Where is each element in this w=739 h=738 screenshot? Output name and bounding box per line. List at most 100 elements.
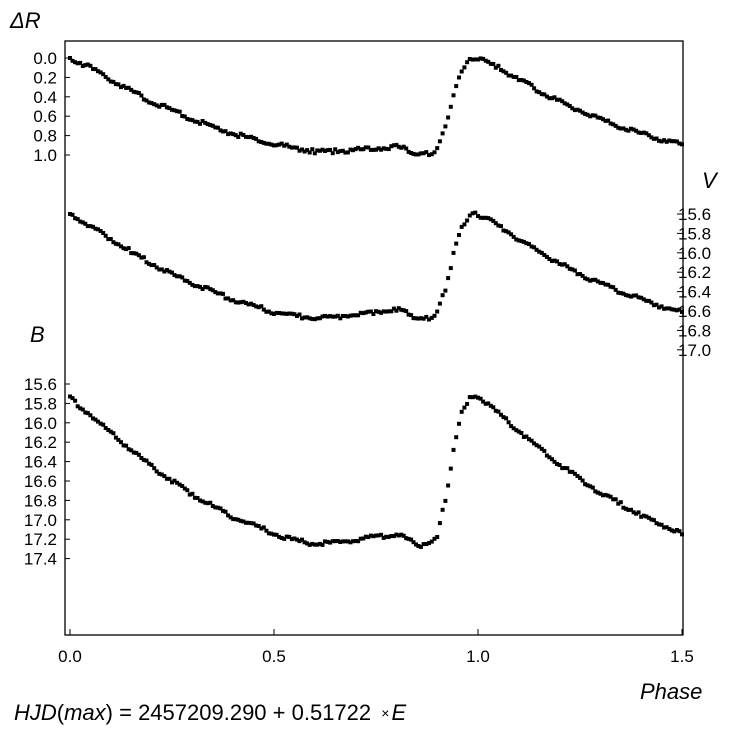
b-data-point (598, 491, 603, 496)
b-data-point (588, 484, 593, 489)
v-data-point (451, 250, 456, 255)
v-data-point (651, 303, 656, 308)
v-data-point (226, 296, 231, 301)
caption-values: = 2457209.290 + 0.51722 (113, 700, 378, 725)
b-data-point (529, 438, 534, 443)
b-data-point (493, 408, 498, 413)
b-data-point (570, 469, 575, 474)
v-data-point (672, 307, 677, 312)
b-data-point (641, 513, 646, 518)
delta-r-data-point (231, 132, 236, 137)
b-data-point (514, 428, 519, 433)
delta-r-data-point (448, 104, 453, 109)
v-data-point (639, 295, 644, 300)
v-data-point (657, 305, 661, 310)
v-data-point (261, 307, 266, 312)
delta-r-data-point (289, 145, 294, 150)
v-data-point (527, 242, 531, 246)
delta-r-data-point (376, 146, 381, 151)
delta-r-data-point (432, 150, 437, 155)
v-data-point (406, 312, 411, 317)
v-data-point (330, 314, 335, 319)
delta-r-data-point (180, 114, 185, 118)
delta-r-data-point (429, 152, 434, 157)
delta-r-data-point (476, 57, 480, 62)
v-data-point (126, 246, 131, 251)
delta-r-data-point (537, 90, 542, 95)
delta-r-data-point (91, 67, 95, 71)
delta-r-data-point (244, 134, 248, 139)
b-data-point (162, 474, 167, 479)
v-data-point (80, 220, 85, 225)
v-data-point (414, 316, 418, 321)
b-data-point (580, 478, 585, 483)
v-data-point (588, 278, 593, 283)
delta-r-tick-label: 0.2 (33, 68, 57, 87)
delta-r-data-point (136, 91, 141, 95)
v-data-point (649, 300, 654, 305)
delta-r-data-point (644, 131, 649, 136)
b-data-point (467, 395, 472, 400)
b-data-point (603, 492, 608, 497)
v-data-point (221, 291, 225, 296)
v-data-point (111, 240, 116, 245)
v-data-point (307, 316, 312, 321)
v-data-point (325, 314, 330, 319)
delta-r-data-point (606, 118, 611, 123)
delta-r-data-point (527, 81, 531, 86)
b-data-point (164, 476, 169, 481)
v-data-point (667, 306, 672, 311)
delta-r-data-point (478, 56, 483, 61)
delta-r-data-point (108, 79, 113, 84)
v-data-point (465, 218, 470, 223)
b-data-point (399, 532, 404, 537)
b-data-point (509, 424, 514, 429)
v-data-point (215, 291, 220, 296)
delta-r-data-point (241, 133, 246, 137)
delta-r-data-point (198, 121, 202, 126)
v-data-point (231, 298, 236, 303)
v-data-point (164, 268, 169, 272)
delta-r-data-point (504, 70, 509, 75)
delta-r-data-point (80, 64, 85, 68)
v-data-point (335, 313, 340, 318)
b-data-point (182, 486, 187, 491)
v-data-point (134, 251, 139, 256)
b-data-point (572, 471, 577, 476)
b-data-point (93, 417, 98, 422)
b-data-point (333, 539, 338, 544)
v-data-point (603, 282, 608, 287)
v-data-point (662, 306, 667, 311)
b-data-point (351, 539, 355, 544)
v-data-point (223, 296, 228, 301)
v-data-point (555, 259, 559, 264)
b-data-point (73, 398, 78, 403)
delta-r-data-point (300, 147, 304, 152)
v-data-point (85, 224, 90, 229)
b-data-point (481, 399, 486, 404)
delta-r-data-point (608, 121, 613, 126)
b-data-point (389, 534, 394, 538)
v-data-point (473, 210, 478, 215)
delta-r-data-point (187, 117, 192, 122)
v-data-point (429, 315, 434, 320)
plot-frame (64, 40, 684, 636)
b-data-point (68, 394, 72, 399)
v-data-point (636, 295, 641, 300)
delta-r-data-point (396, 144, 401, 149)
b-data-point (524, 434, 529, 439)
b-data-point (83, 410, 88, 415)
v-data-point (241, 299, 246, 304)
v-data-point (399, 307, 404, 312)
v-data-point (539, 250, 544, 255)
b-data-point (593, 489, 598, 494)
v-data-point (233, 300, 238, 305)
delta-r-data-point (85, 62, 90, 67)
b-data-point (323, 539, 327, 544)
v-data-point (396, 306, 401, 311)
v-data-point (162, 269, 167, 274)
b-data-point (167, 476, 172, 481)
v-data-point (371, 312, 376, 316)
delta-r-data-point (394, 142, 399, 147)
b-data-point (446, 483, 451, 488)
